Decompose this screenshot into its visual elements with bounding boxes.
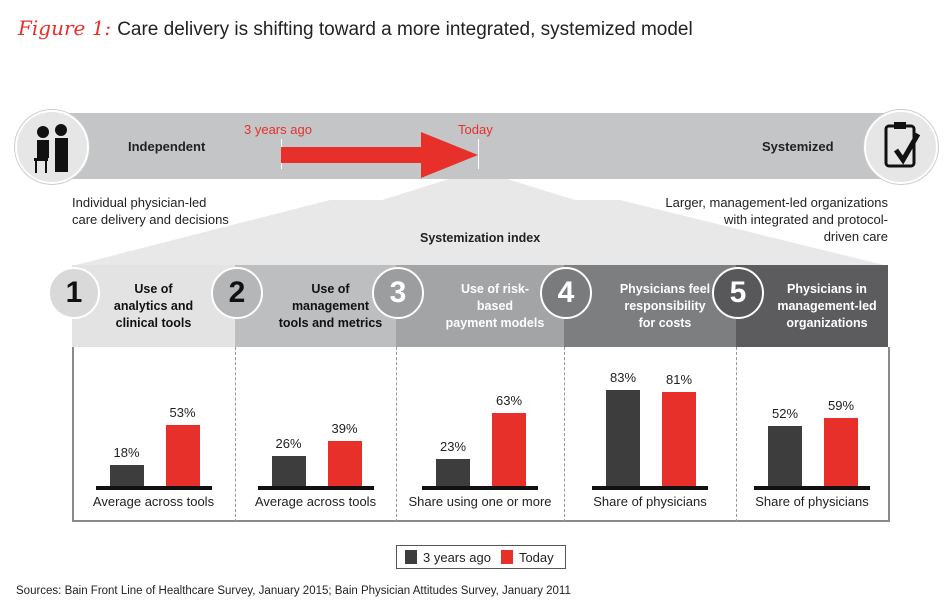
panel-divider — [564, 347, 565, 522]
today-tick — [478, 139, 479, 169]
bar-past — [436, 459, 470, 486]
scale-band — [40, 113, 900, 179]
figure-label: Figure 1: — [18, 16, 112, 40]
data-label: 26% — [275, 435, 302, 451]
clipboard-check-icon — [864, 110, 938, 184]
physician-icon — [15, 110, 89, 184]
category-number: 5 — [712, 267, 764, 319]
bar-past — [109, 465, 144, 486]
category-title-line: payment models — [445, 315, 545, 330]
category-title-line: Physicians feel — [619, 281, 711, 296]
category-title-line: for costs — [638, 315, 692, 330]
source-note: Sources: Bain Front Line of Healthcare S… — [16, 585, 571, 597]
panel-divider — [396, 347, 397, 522]
desc-line: Larger, management-led organizations — [665, 195, 888, 210]
category-title-line: analytics and — [113, 298, 194, 313]
category-number: 3 — [372, 267, 424, 319]
category-subtitle: Average across tools — [92, 494, 215, 509]
bar-today — [327, 440, 362, 486]
shift-arrow — [281, 132, 478, 178]
legend-swatch-today — [500, 550, 513, 564]
category-number: 2 — [211, 267, 263, 319]
panel-divider — [235, 347, 236, 522]
bar-today — [165, 424, 200, 486]
bars-panel — [72, 347, 890, 522]
category-subtitle: Share of physicians — [593, 494, 707, 509]
data-label: 18% — [113, 445, 140, 461]
bar-past — [271, 455, 306, 486]
data-label: 83% — [609, 369, 637, 385]
bar-past — [768, 425, 802, 486]
index-funnel — [72, 170, 888, 266]
data-label: 81% — [665, 372, 693, 388]
category-subtitle: Average across tools — [254, 494, 377, 509]
category-number: 1 — [48, 267, 100, 319]
category-title-line: organizations — [786, 315, 868, 330]
today-label: Today — [458, 122, 493, 137]
category-header: Use of analytics and clinical tools — [72, 265, 235, 347]
category-header: Use of management tools and metrics — [235, 265, 396, 347]
data-label: 23% — [439, 439, 467, 455]
baseline — [592, 486, 708, 490]
baseline — [422, 486, 538, 490]
data-label: 63% — [495, 392, 523, 408]
category-number: 4 — [540, 267, 592, 319]
desc-line: care delivery and decisions — [72, 212, 229, 227]
bar-today — [824, 417, 858, 486]
systemized-label: Systemized — [762, 139, 834, 154]
figure-title: Figure 1: Care delivery is shifting towar… — [18, 16, 693, 41]
independent-label: Independent — [128, 139, 206, 154]
baseline — [257, 486, 374, 490]
baseline — [754, 486, 870, 490]
desc-line: with integrated and protocol- — [723, 212, 888, 227]
category-title-line: Use of risk- — [460, 281, 530, 296]
title-text: Care delivery is shifting toward a more … — [117, 19, 693, 40]
independent-description: Individual physician-led care delivery an… — [72, 194, 229, 228]
legend-label: 3 years ago — [423, 549, 491, 565]
category-header: Physicians in management-led organizations — [736, 265, 888, 347]
data-label: 53% — [169, 404, 196, 420]
systemization-index-label: Systemization index — [420, 231, 541, 245]
category-header: Physicians feel responsibility for costs — [564, 265, 736, 347]
legend-swatch-past — [405, 550, 417, 564]
category-title-line: tools and metrics — [278, 315, 383, 330]
category-title-line: responsibility — [624, 298, 706, 313]
category-header: Use of risk-based payment models — [396, 265, 564, 347]
category-subtitle: Share of physicians — [755, 494, 869, 509]
category-subtitle: Share using one or more — [408, 494, 552, 509]
desc-line: Individual physician-led — [72, 195, 207, 210]
bar-past — [606, 389, 640, 486]
panel-divider — [736, 347, 737, 522]
three-years-ago-label: 3 years ago — [244, 122, 312, 137]
bar-today — [662, 392, 696, 486]
baseline — [95, 486, 212, 490]
category-title-line: management — [291, 298, 370, 313]
category-title-line: Physicians in — [787, 281, 867, 296]
data-label: 52% — [771, 405, 799, 421]
legend-label: Today — [518, 549, 554, 565]
bar-today — [492, 412, 526, 486]
category-title-line: clinical tools — [115, 315, 192, 330]
data-label: 39% — [331, 420, 358, 436]
category-title-line: management-led — [777, 298, 877, 313]
legend: 3 years ago Today — [396, 545, 566, 569]
category-title-line: Use of — [311, 281, 350, 296]
category-title-line: Use of — [134, 281, 173, 296]
category-title-line: based — [476, 298, 514, 313]
systemized-description: Larger, management-led organizations with… — [665, 194, 888, 245]
desc-line: driven care — [823, 229, 888, 244]
data-label: 59% — [827, 397, 855, 413]
